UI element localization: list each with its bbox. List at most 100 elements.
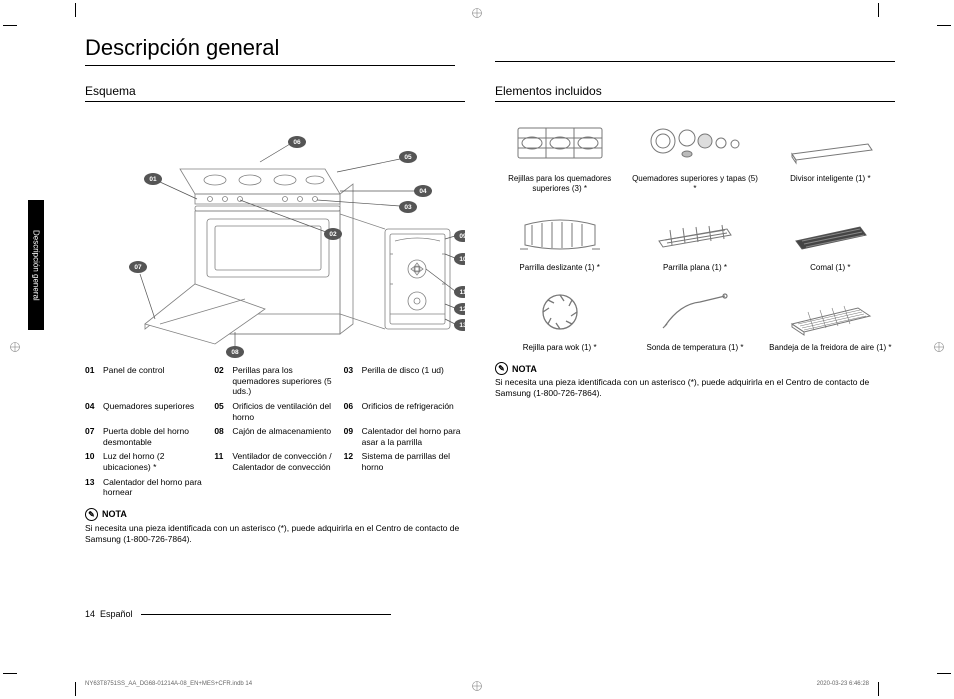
crop-tick (75, 682, 76, 696)
legend-text: Perilla de disco (1 ud) (362, 365, 465, 397)
svg-text:12: 12 (459, 306, 465, 313)
item-label: Quemadores superiores y tapas (5) * (630, 174, 759, 193)
svg-text:09: 09 (459, 233, 465, 240)
side-tab: Descripción general (28, 200, 44, 330)
legend-num: 12 (344, 451, 358, 472)
item-thumbnail (630, 203, 759, 261)
item-label: Rejilla para wok (1) * (495, 343, 624, 353)
item-thumbnail (495, 283, 624, 341)
svg-text:08: 08 (231, 349, 239, 356)
item-cell: Divisor inteligente (1) * (766, 114, 895, 193)
item-thumbnail (630, 114, 759, 172)
section-heading-layout: Esquema (85, 84, 465, 102)
item-thumbnail (495, 114, 624, 172)
crop-tick (878, 682, 879, 696)
nota-heading-left: ✎ NOTA (85, 508, 465, 521)
legend-item: 02Perillas para los quemadores superiore… (214, 365, 335, 397)
legend-num: 03 (344, 365, 358, 397)
svg-text:03: 03 (404, 204, 412, 211)
reg-mark-top (472, 8, 482, 18)
legend-text: Calentador del horno para asar a la parr… (362, 426, 465, 447)
legend-item: 03Perilla de disco (1 ud) (344, 365, 465, 397)
crop-tick (937, 25, 951, 26)
legend-text: Sistema de parrillas del horno (362, 451, 465, 472)
item-cell: Sonda de temperatura (1) * (630, 283, 759, 353)
page-content: Descripción general Esquema (85, 35, 895, 655)
crop-tick (937, 673, 951, 674)
legend-num: 04 (85, 401, 99, 422)
legend-num: 05 (214, 401, 228, 422)
legend-item: 09Calentador del horno para asar a la pa… (344, 426, 465, 447)
legend-text: Luz del horno (2 ubicaciones) * (103, 451, 206, 472)
nota-heading-right: ✎ NOTA (495, 362, 895, 375)
items-grid: Rejillas para los quemadores superiores … (495, 114, 895, 352)
page-language: Español (100, 609, 133, 619)
item-label: Parrilla deslizante (1) * (495, 263, 624, 273)
nota-icon: ✎ (85, 508, 98, 521)
nota-label: NOTA (102, 509, 127, 519)
reg-mark-right (934, 342, 944, 352)
item-label: Divisor inteligente (1) * (766, 174, 895, 184)
svg-text:11: 11 (460, 289, 465, 296)
item-thumbnail (630, 283, 759, 341)
legend-num: 10 (85, 451, 99, 472)
column-layout: Esquema (85, 84, 465, 545)
legend-num: 09 (344, 426, 358, 447)
item-thumbnail (766, 114, 895, 172)
nota-icon: ✎ (495, 362, 508, 375)
item-thumbnail (495, 203, 624, 261)
crop-tick (3, 25, 17, 26)
legend-num: 13 (85, 477, 99, 498)
item-thumbnail (766, 203, 895, 261)
crop-tick (3, 673, 17, 674)
nota-text-left: Si necesita una pieza identificada con u… (85, 523, 465, 545)
legend-text: Orificios de refrigeración (362, 401, 465, 422)
legend-item: 06Orificios de refrigeración (344, 401, 465, 422)
item-label: Rejillas para los quemadores superiores … (495, 174, 624, 193)
svg-text:02: 02 (329, 231, 337, 238)
legend-num: 07 (85, 426, 99, 447)
item-cell: Parrilla plana (1) * (630, 203, 759, 273)
svg-text:05: 05 (404, 154, 412, 161)
item-label: Sonda de temperatura (1) * (630, 343, 759, 353)
svg-text:10: 10 (459, 256, 465, 263)
legend-text: Quemadores superiores (103, 401, 206, 422)
legend-text: Calentador del horno para hornear (103, 477, 206, 498)
item-cell: Rejilla para wok (1) * (495, 283, 624, 353)
svg-text:07: 07 (134, 264, 142, 271)
item-thumbnail (766, 283, 895, 341)
oven-diagram: 06 01 05 04 (85, 114, 465, 359)
legend-text: Perillas para los quemadores superiores … (232, 365, 335, 397)
item-cell: Quemadores superiores y tapas (5) * (630, 114, 759, 193)
legend-item: 08Cajón de almacenamiento (214, 426, 335, 447)
legend-text: Puerta doble del horno desmontable (103, 426, 206, 447)
crop-tick (878, 3, 879, 17)
page-number: 14 (85, 609, 95, 619)
legend-text: Cajón de almacenamiento (232, 426, 335, 447)
legend-num: 11 (214, 451, 228, 472)
legend-item: 13Calentador del horno para hornear (85, 477, 206, 498)
nota-text-right: Si necesita una pieza identificada con u… (495, 377, 895, 399)
item-label: Bandeja de la freidora de aire (1) * (766, 343, 895, 353)
footer-date: 2020-03-23 6:46:28 (817, 681, 869, 687)
crop-tick (75, 3, 76, 17)
nota-label: NOTA (512, 364, 537, 374)
section-heading-items: Elementos incluidos (495, 84, 895, 102)
legend-num: 06 (344, 401, 358, 422)
item-cell: Parrilla deslizante (1) * (495, 203, 624, 273)
legend-num: 02 (214, 365, 228, 397)
legend-item: 12Sistema de parrillas del horno (344, 451, 465, 472)
svg-text:06: 06 (293, 139, 301, 146)
page-title: Descripción general (85, 35, 455, 66)
legend-text: Orificios de ventilación del horno (232, 401, 335, 422)
legend-item: 11Ventilador de convección / Calentador … (214, 451, 335, 472)
legend-num: 01 (85, 365, 99, 397)
svg-text:04: 04 (419, 188, 427, 195)
item-label: Comal (1) * (766, 263, 895, 273)
item-label: Parrilla plana (1) * (630, 263, 759, 273)
legend-num: 08 (214, 426, 228, 447)
legend-item: 10Luz del horno (2 ubicaciones) * (85, 451, 206, 472)
legend-item: 04Quemadores superiores (85, 401, 206, 422)
legend-grid: 01Panel de control02Perillas para los qu… (85, 365, 465, 498)
svg-text:13: 13 (459, 322, 465, 329)
